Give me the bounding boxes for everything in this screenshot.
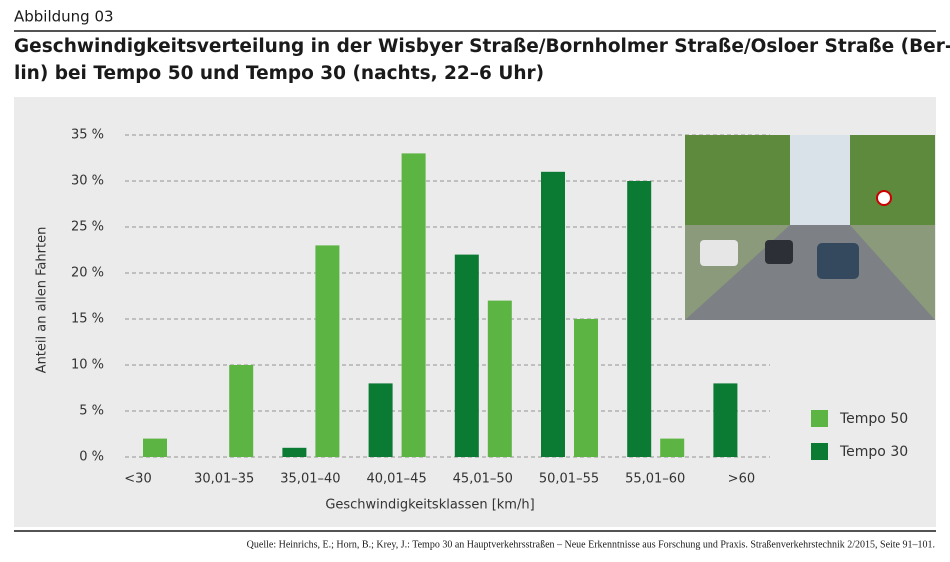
bar <box>143 438 167 457</box>
y-tick-label: 20 % <box>71 266 104 281</box>
y-tick-label: 35 % <box>71 128 104 143</box>
x-tick-label: 45,01–50 <box>453 472 513 487</box>
x-axis-label: Geschwindigkeitsklassen [km/h] <box>325 498 534 513</box>
bar <box>541 171 565 458</box>
bar <box>574 319 598 457</box>
photo <box>685 135 935 320</box>
y-tick-label: 25 % <box>71 220 104 235</box>
y-tick-label: 15 % <box>71 312 104 327</box>
x-tick-label: 35,01–40 <box>280 472 340 487</box>
x-tick-label: >60 <box>728 472 755 487</box>
y-axis-label: Anteil an allen Fahrten <box>35 227 50 374</box>
x-tick-label: 30,01–35 <box>194 472 254 487</box>
bar <box>282 447 307 457</box>
y-tick-label: 5 % <box>79 404 104 419</box>
x-tick-label: 40,01–45 <box>366 472 426 487</box>
bar <box>713 383 738 457</box>
bar <box>401 153 426 457</box>
bar <box>660 438 685 457</box>
y-tick-label: 30 % <box>71 174 104 189</box>
y-tick-label: 0 % <box>79 450 104 465</box>
bar <box>315 245 340 457</box>
legend-label: Tempo 30 <box>839 444 908 460</box>
source: Quelle: Heinrichs, E.; Horn, B.; Krey, J… <box>247 539 935 550</box>
bar <box>368 383 393 457</box>
x-tick-label: 55,01–60 <box>625 472 685 487</box>
figure-label: Abbildung 03 <box>14 8 114 26</box>
x-tick-label: <30 <box>124 472 151 487</box>
legend-swatch <box>811 410 828 427</box>
y-tick-label: 10 % <box>71 358 104 373</box>
bar <box>627 181 652 457</box>
x-tick-label: 50,01–55 <box>539 472 599 487</box>
bar <box>229 365 254 457</box>
bar <box>487 300 512 457</box>
legend-label: Tempo 50 <box>839 411 908 427</box>
chart-title: lin) bei Tempo 50 und Tempo 30 (nachts, … <box>14 63 544 84</box>
chart-title: Geschwindigkeitsverteilung in der Wisbye… <box>14 36 950 57</box>
legend-swatch <box>811 443 828 460</box>
bar <box>454 254 479 457</box>
